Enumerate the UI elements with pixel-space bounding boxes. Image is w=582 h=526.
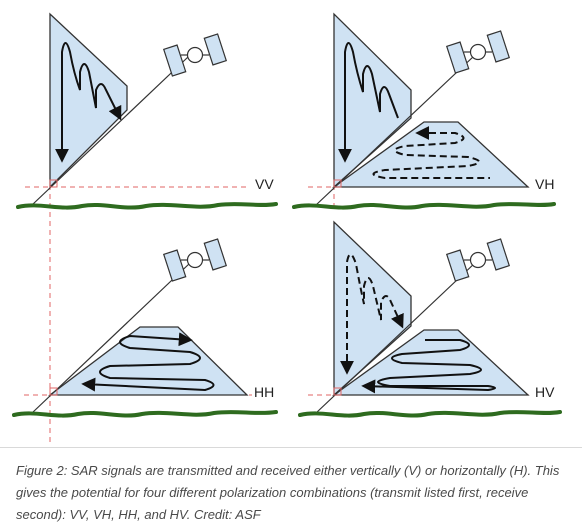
horizontal-wave xyxy=(372,126,490,179)
horizontal-wave xyxy=(81,332,215,392)
satellite-icon xyxy=(163,238,227,282)
ground xyxy=(12,410,278,418)
panel-hh: HH xyxy=(12,238,278,418)
panel-vh: VH xyxy=(292,12,556,212)
caption-divider xyxy=(0,447,582,448)
panel-vv: VV xyxy=(16,12,278,445)
vertical-wave xyxy=(55,42,122,163)
satellite-icon xyxy=(446,238,510,282)
panel-label-hh: HH xyxy=(254,384,274,400)
horizontal-wave xyxy=(361,339,496,394)
panel-label-vv: VV xyxy=(255,176,274,192)
panel-hv: HV xyxy=(298,220,562,418)
satellite-icon xyxy=(163,33,227,77)
vertical-wave xyxy=(340,253,404,375)
satellite-icon xyxy=(446,30,510,74)
ground xyxy=(292,202,556,210)
panel-label-vh: VH xyxy=(535,176,554,192)
polarization-diagram: VV VH HH xyxy=(12,12,562,445)
panel-label-hv: HV xyxy=(535,384,555,400)
ground xyxy=(16,202,278,210)
vertical-wave xyxy=(338,42,399,163)
ground xyxy=(298,410,562,418)
figure-caption: Figure 2: SAR signals are transmitted an… xyxy=(16,463,560,522)
